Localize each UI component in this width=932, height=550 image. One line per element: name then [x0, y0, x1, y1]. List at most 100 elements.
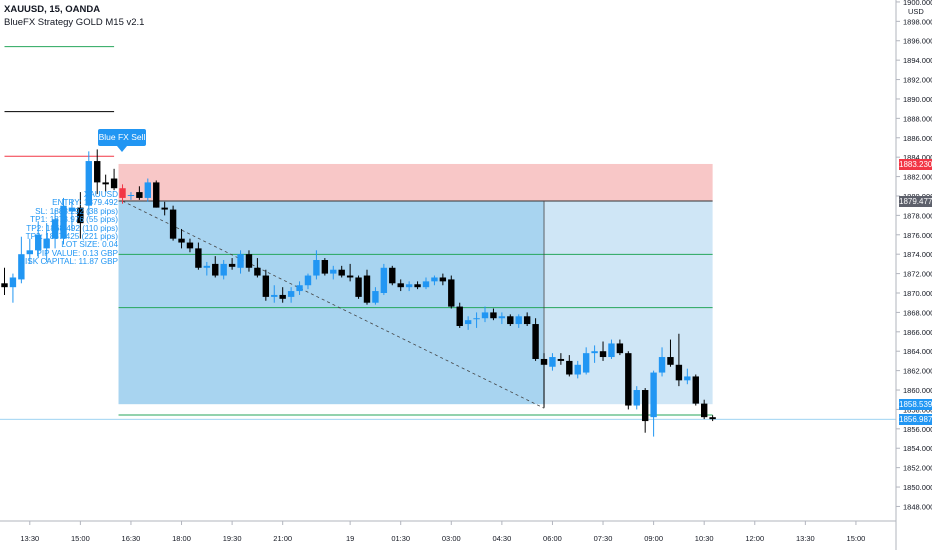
candle — [119, 184, 126, 204]
candle-body — [1, 283, 8, 288]
candle — [481, 306, 489, 323]
price-tick-label: 1848.000 — [903, 502, 932, 511]
candle — [582, 347, 590, 375]
time-tick-label: 04:30 — [492, 534, 511, 543]
candle-body — [127, 195, 135, 197]
candle — [372, 287, 379, 305]
candle-body — [616, 343, 624, 354]
candle — [431, 275, 438, 286]
candle — [35, 221, 42, 259]
candle-body — [153, 182, 160, 208]
price-tick-label: 1856.000 — [903, 425, 932, 434]
price-tick-label: 1882.000 — [903, 173, 932, 182]
candle-body — [372, 291, 379, 303]
candle-body — [532, 324, 539, 359]
candle-body — [304, 275, 312, 286]
candle-body — [591, 351, 598, 354]
candle — [127, 192, 135, 200]
candle — [532, 318, 539, 361]
candle-body — [355, 277, 362, 297]
candle — [473, 312, 480, 328]
candle — [330, 265, 337, 280]
symbol-title[interactable]: XAUUSD, 15, OANDA — [4, 4, 101, 15]
candle-body — [363, 275, 371, 303]
candle-body — [456, 306, 463, 326]
price-tick-label: 1850.000 — [903, 483, 932, 492]
time-tick-label: 12:00 — [745, 534, 764, 543]
candle — [51, 209, 59, 249]
price-tick-label: 1862.000 — [903, 367, 932, 376]
price-tick-label: 1854.000 — [903, 444, 932, 453]
candle — [110, 168, 118, 191]
candle — [161, 201, 168, 216]
candle — [9, 273, 17, 303]
time-tick-label: 15:00 — [847, 534, 866, 543]
level-lines — [0, 46, 896, 420]
candle — [700, 399, 708, 420]
candle — [363, 269, 371, 305]
candle-body — [507, 316, 514, 325]
candle-body — [169, 209, 177, 239]
price-tick-label: 1886.000 — [903, 134, 932, 143]
candle — [321, 258, 329, 276]
candle-body — [346, 275, 354, 278]
stop-loss-zone — [118, 163, 713, 202]
candle — [254, 258, 261, 278]
candle-body — [245, 254, 253, 268]
candle — [245, 250, 253, 272]
candle — [641, 388, 649, 433]
candle-body — [448, 279, 455, 307]
candle — [591, 345, 598, 363]
candle-body — [414, 284, 421, 288]
indicator-title[interactable]: BlueFX Strategy GOLD M15 v2.1 — [4, 17, 145, 28]
price-tick-label: 1858.000 — [903, 405, 932, 414]
signal-info-line: TP3: 1857.425 (221 pips) — [25, 232, 118, 242]
time-tick-label: 18:00 — [172, 534, 191, 543]
candle-body — [684, 376, 691, 381]
candle — [684, 368, 691, 385]
candle-body — [77, 207, 84, 224]
candle-body — [498, 316, 506, 319]
candle — [608, 339, 615, 359]
candle-body — [389, 267, 396, 284]
candle — [692, 374, 699, 406]
candle-body — [490, 312, 497, 319]
candle — [195, 242, 202, 270]
candle — [397, 279, 404, 292]
candle — [102, 174, 109, 193]
candle-body — [464, 320, 472, 325]
candle-body — [667, 357, 674, 365]
current-price-label: 1856.987 — [899, 413, 932, 425]
candle — [220, 260, 227, 280]
candle-body — [136, 192, 143, 198]
price-tick-label: 1852.000 — [903, 464, 932, 473]
candle-body — [397, 283, 404, 288]
currency-label: USD — [908, 7, 924, 16]
candle — [60, 197, 67, 245]
time-tick-label: 01:30 — [391, 534, 410, 543]
candle — [77, 192, 84, 239]
candle-body — [102, 182, 109, 185]
candle-body — [439, 277, 447, 282]
candle-body — [566, 360, 573, 375]
candle-body — [405, 284, 413, 288]
candle — [456, 302, 463, 328]
candle — [523, 312, 531, 326]
candle-body — [633, 390, 640, 406]
candle — [405, 281, 413, 292]
time-tick-label: 09:00 — [644, 534, 663, 543]
candle — [498, 312, 506, 325]
candle-body — [523, 316, 531, 325]
candle-body — [43, 238, 50, 249]
candle-body — [380, 267, 388, 294]
time-tick-label: 19 — [346, 534, 354, 543]
signal-info-line: ENTRY: 1879.492 — [52, 198, 118, 208]
time-tick-label: 03:00 — [442, 534, 461, 543]
candle-body — [650, 372, 657, 418]
signal-info-line: LOT SIZE: 0.04 — [61, 240, 118, 250]
candle — [153, 180, 160, 208]
candle — [540, 353, 548, 408]
candle — [574, 360, 581, 379]
time-tick-label: 16:30 — [122, 534, 141, 543]
